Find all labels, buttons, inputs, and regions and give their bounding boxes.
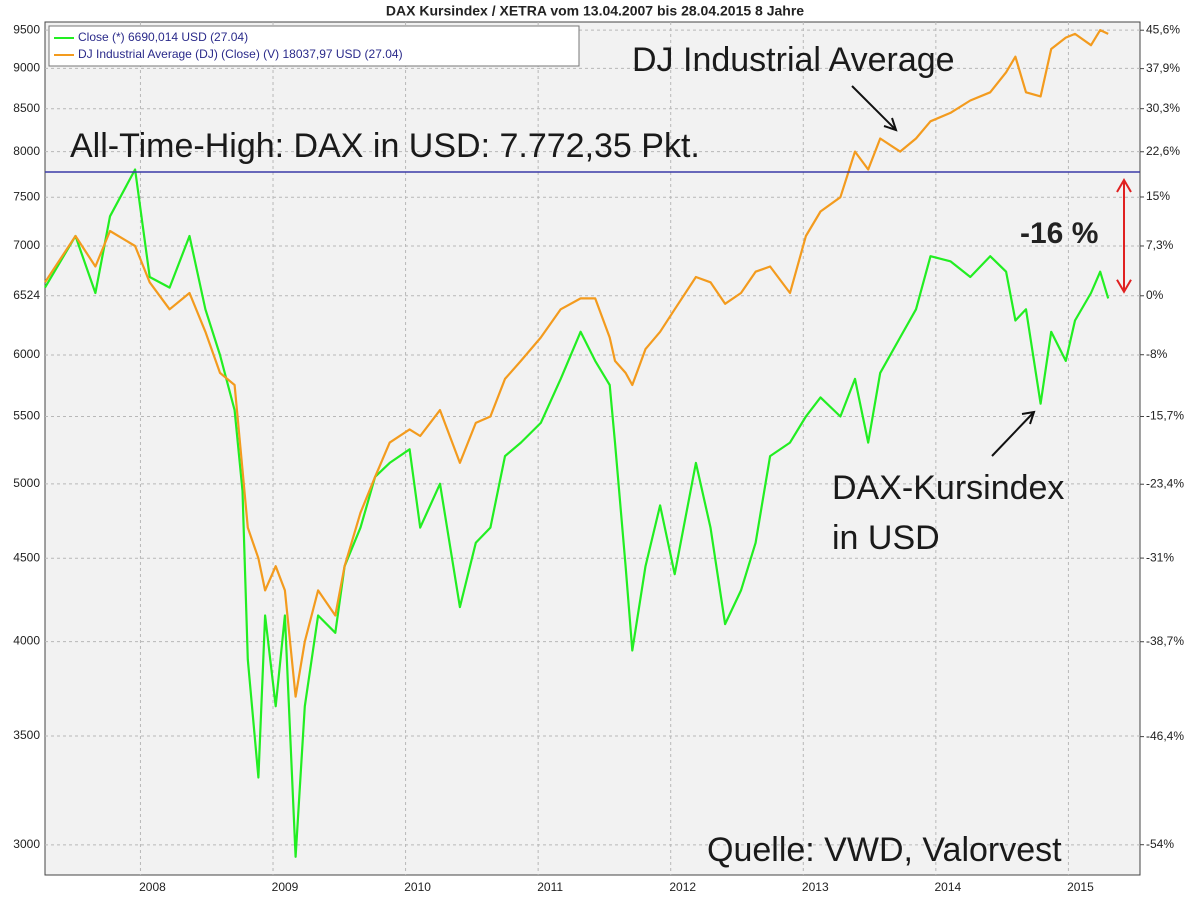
y2-tick-label: -31% [1146, 550, 1174, 564]
pointer-arrows [851, 85, 1036, 457]
y-tick-label: 7000 [13, 238, 40, 252]
legend-box [48, 25, 580, 67]
x-tick-label: 2009 [272, 880, 299, 894]
y2-tick-label: 30,3% [1146, 101, 1180, 115]
data-line [44, 168, 1110, 858]
annotation: in USD [832, 519, 940, 557]
y-tick-label: 9000 [13, 61, 40, 75]
x-tick-label: 2010 [404, 880, 431, 894]
y-tick-label: 4500 [13, 550, 40, 564]
y-tick-label: 9500 [13, 22, 40, 36]
y2-tick-label: 15% [1146, 189, 1170, 203]
legend: Close (*) 6690,014 USD (27.04) DJ Industr… [48, 25, 580, 67]
y2-tick-label: -8% [1146, 347, 1168, 361]
x-tick-label: 2011 [537, 880, 563, 894]
chart-title: DAX Kursindex / XETRA vom 13.04.2007 bis… [386, 3, 804, 19]
y2-tick-label: -46,4% [1146, 729, 1184, 743]
annotation: DAX-Kursindex [832, 469, 1064, 507]
gap-label: -16 % [1020, 217, 1098, 250]
arrow-head [1116, 178, 1132, 193]
x-tick-label: 2014 [934, 880, 961, 894]
y-tick-label: 8000 [13, 144, 40, 158]
y-tick-label: 5500 [13, 409, 40, 423]
x-tick-label: 2015 [1067, 880, 1094, 894]
x-tick-label: 2012 [669, 880, 696, 894]
ath-label: All-Time-High: DAX in USD: 7.772,35 Pkt. [70, 127, 700, 165]
y-tick-label: 8500 [13, 101, 40, 115]
y-tick-label: 3000 [13, 837, 40, 851]
y-tick-label: 5000 [13, 476, 40, 490]
legend-label: DJ Industrial Average (DJ) (Close) (V) 1… [78, 47, 403, 61]
x-tick-label: 2008 [139, 880, 166, 894]
annotation: DJ Industrial Average [632, 41, 955, 79]
source-note: Quelle: VWD, Valorvest [707, 831, 1062, 869]
legend-label: Close (*) 6690,014 USD (27.04) [78, 30, 248, 44]
y2-tick-label: 0% [1146, 288, 1164, 302]
y-tick-label: 7500 [13, 189, 40, 203]
y-tick-label: 6524 [13, 288, 40, 302]
y2-tick-label: 45,6% [1146, 22, 1180, 36]
y2-tick-label: -23,4% [1146, 476, 1184, 490]
y2-tick-label: -15,7% [1146, 409, 1184, 423]
y2-tick-label: 22,6% [1146, 144, 1180, 158]
y2-tick-label: 7,3% [1146, 238, 1174, 252]
y2-tick-label: 37,9% [1146, 61, 1180, 75]
x-tick-label: 2013 [802, 880, 829, 894]
plot-area [44, 21, 1141, 876]
y2-tick-label: -54% [1146, 837, 1174, 851]
arrow-head [1116, 279, 1132, 294]
y-tick-label: 3500 [13, 728, 40, 742]
y2-tick-label: -38,7% [1146, 634, 1184, 648]
data-line [44, 29, 1109, 698]
y-tick-label: 4000 [13, 634, 40, 648]
y-tick-label: 6000 [13, 347, 40, 361]
